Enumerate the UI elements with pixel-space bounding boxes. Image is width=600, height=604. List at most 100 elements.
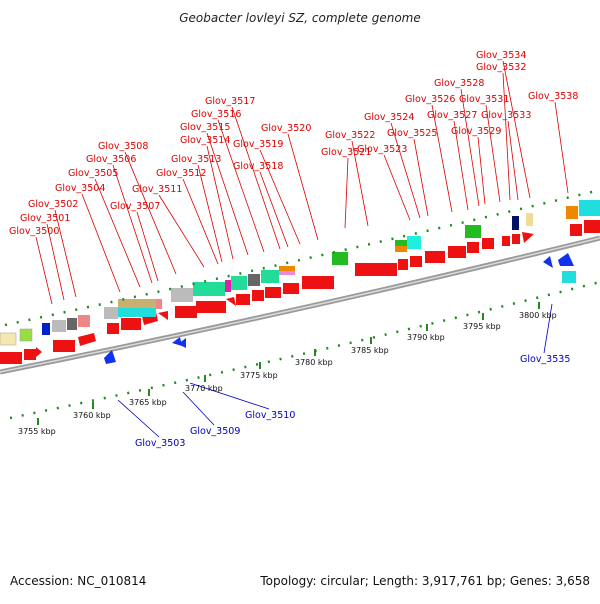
- gene-arrow[interactable]: [355, 263, 397, 276]
- gene-label-forward[interactable]: Glov_3518: [233, 161, 283, 172]
- category-box[interactable]: [118, 308, 156, 317]
- gene-label-forward[interactable]: Glov_3534: [476, 50, 526, 61]
- gene-label-reverse[interactable]: Glov_3509: [190, 426, 240, 437]
- gene-arrow[interactable]: [482, 238, 494, 249]
- gene-arrow[interactable]: [196, 301, 226, 313]
- gene-label-forward[interactable]: Glov_3505: [68, 168, 118, 179]
- gene-arrow[interactable]: [0, 352, 22, 364]
- gene-label-forward[interactable]: Glov_3519: [233, 139, 283, 150]
- gene-arrow[interactable]: [448, 246, 466, 258]
- category-box[interactable]: [465, 225, 481, 238]
- category-box[interactable]: [225, 280, 231, 292]
- gene-arrow[interactable]: [53, 340, 75, 352]
- gene-arrow[interactable]: [178, 338, 186, 348]
- gene-label-forward[interactable]: Glov_3520: [261, 123, 311, 134]
- category-box[interactable]: [118, 299, 156, 309]
- gene-arrow[interactable]: [36, 347, 42, 357]
- gene-arrow[interactable]: [522, 232, 534, 243]
- gene-label-forward[interactable]: Glov_3521: [321, 147, 371, 158]
- gene-arrow[interactable]: [398, 259, 408, 270]
- category-box[interactable]: [104, 307, 118, 319]
- gene-label-forward[interactable]: Glov_3523: [357, 144, 407, 155]
- gene-arrow[interactable]: [543, 256, 553, 268]
- gene-label-forward[interactable]: Glov_3526: [405, 94, 455, 105]
- gene-label-forward[interactable]: Glov_3522: [325, 130, 375, 141]
- category-box[interactable]: [566, 206, 578, 219]
- gene-label-forward[interactable]: Glov_3501: [20, 213, 70, 224]
- gene-label-forward[interactable]: Glov_3525: [387, 128, 437, 139]
- gene-label-reverse[interactable]: Glov_3535: [520, 354, 570, 365]
- category-box[interactable]: [231, 276, 247, 290]
- gene-arrow[interactable]: [158, 311, 168, 320]
- category-box[interactable]: [261, 270, 279, 283]
- gene-arrow[interactable]: [467, 242, 479, 253]
- gene-arrow[interactable]: [104, 350, 116, 364]
- category-box[interactable]: [52, 320, 66, 332]
- gene-arrow[interactable]: [512, 234, 520, 244]
- category-box[interactable]: [579, 200, 600, 208]
- gene-label-forward[interactable]: Glov_3504: [55, 183, 105, 194]
- gene-arrow[interactable]: [24, 349, 36, 360]
- gene-label-forward[interactable]: Glov_3529: [451, 126, 501, 137]
- gene-arrow[interactable]: [410, 256, 422, 267]
- category-box[interactable]: [279, 271, 295, 275]
- gene-label-forward[interactable]: Glov_3527: [427, 110, 477, 121]
- gene-label-forward[interactable]: Glov_3507: [110, 201, 160, 212]
- gene-label-forward[interactable]: Glov_3538: [528, 91, 578, 102]
- gene-arrow[interactable]: [570, 224, 582, 236]
- gene-arrow[interactable]: [252, 290, 264, 301]
- label-leader-line: [206, 145, 234, 260]
- gene-label-forward[interactable]: Glov_3500: [9, 226, 59, 237]
- category-box[interactable]: [512, 216, 519, 230]
- category-box[interactable]: [579, 208, 600, 216]
- gene-label-forward[interactable]: Glov_3531: [459, 94, 509, 105]
- category-box[interactable]: [395, 246, 407, 252]
- gene-label-forward[interactable]: Glov_3517: [205, 96, 255, 107]
- gene-arrow[interactable]: [584, 220, 600, 233]
- category-box[interactable]: [42, 323, 50, 335]
- gene-label-forward[interactable]: Glov_3533: [481, 110, 531, 121]
- gene-label-forward[interactable]: Glov_3511: [132, 184, 182, 195]
- gene-arrow[interactable]: [236, 294, 250, 305]
- category-box[interactable]: [171, 288, 193, 302]
- gene-label-reverse[interactable]: Glov_3510: [245, 410, 295, 421]
- category-box[interactable]: [526, 213, 533, 226]
- gene-label-forward[interactable]: Glov_3516: [191, 109, 241, 120]
- gene-label-forward[interactable]: Glov_3532: [476, 62, 526, 73]
- gene-arrow[interactable]: [558, 253, 574, 266]
- category-box[interactable]: [332, 252, 348, 265]
- gene-label-reverse[interactable]: Glov_3503: [135, 438, 185, 449]
- category-box[interactable]: [407, 236, 421, 249]
- scale-tick-label: 3790 kbp: [407, 333, 445, 342]
- gene-arrow[interactable]: [265, 287, 281, 298]
- gene-label-forward[interactable]: Glov_3506: [86, 154, 136, 165]
- gene-label-forward[interactable]: Glov_3508: [98, 141, 148, 152]
- category-box[interactable]: [279, 266, 295, 271]
- gene-label-forward[interactable]: Glov_3502: [28, 199, 78, 210]
- gene-label-forward[interactable]: Glov_3514: [180, 135, 230, 146]
- gene-arrow[interactable]: [302, 276, 334, 289]
- gene-arrow[interactable]: [226, 297, 236, 306]
- gene-arrow[interactable]: [78, 333, 96, 346]
- gene-arrow[interactable]: [425, 251, 445, 263]
- category-box[interactable]: [78, 315, 90, 327]
- category-box[interactable]: [156, 299, 162, 309]
- gene-label-forward[interactable]: Glov_3513: [171, 154, 221, 165]
- gene-arrow[interactable]: [121, 318, 141, 330]
- category-box[interactable]: [562, 271, 576, 283]
- gene-arrow[interactable]: [107, 323, 119, 334]
- category-box[interactable]: [0, 332, 17, 346]
- category-box[interactable]: [67, 318, 77, 330]
- category-box[interactable]: [193, 282, 225, 296]
- category-box[interactable]: [19, 328, 33, 342]
- label-leader-line: [217, 119, 265, 253]
- category-box[interactable]: [395, 240, 407, 246]
- gene-label-forward[interactable]: Glov_3515: [180, 122, 230, 133]
- gene-arrow[interactable]: [175, 306, 197, 318]
- gene-arrow[interactable]: [502, 236, 510, 246]
- gene-arrow[interactable]: [283, 283, 299, 294]
- category-box[interactable]: [248, 274, 260, 286]
- gene-label-forward[interactable]: Glov_3524: [364, 112, 414, 123]
- gene-label-forward[interactable]: Glov_3512: [156, 168, 206, 179]
- gene-label-forward[interactable]: Glov_3528: [434, 78, 484, 89]
